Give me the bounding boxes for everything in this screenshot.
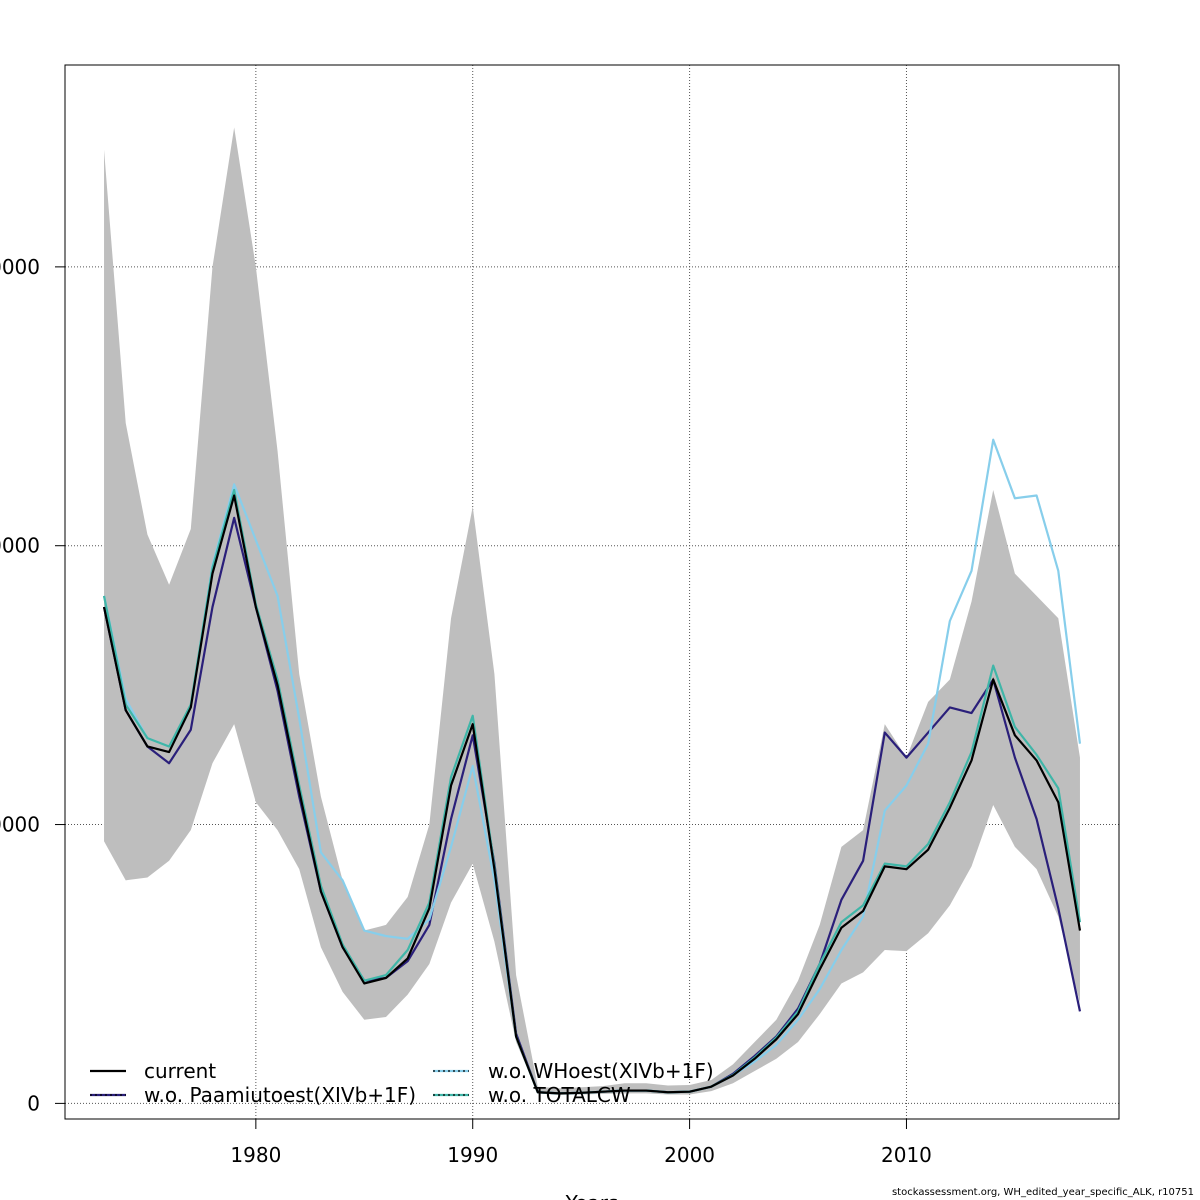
legend-label: w.o. Paamiutoest(XIVb+1F): [144, 1083, 416, 1107]
x-axis-title: Years: [565, 1191, 619, 1200]
x-tick-label: 1990: [447, 1143, 498, 1167]
x-tick-label: 2010: [881, 1143, 932, 1167]
y-tick-label: 50000: [0, 813, 40, 837]
series-dashed-overlay: [103, 495, 1081, 1095]
x-axis-ticks: 1980 1990 2000 2010: [230, 1119, 932, 1167]
legend-label: current: [144, 1059, 216, 1083]
series-lines: [102, 438, 1082, 1095]
legend-label: w.o. WHoest(XIVb+1F): [488, 1059, 714, 1083]
confidence-band-area: [104, 127, 1080, 1096]
confidence-band: [104, 127, 1080, 1096]
x-tick-label: 2000: [664, 1143, 715, 1167]
y-tick-label: 0: [27, 1091, 40, 1115]
y-tick-label: 150000: [0, 255, 40, 279]
footer-credit: stockassessment.org, WH_edited_year_spec…: [891, 1187, 1194, 1198]
legend-label: w.o. TOTALCW: [488, 1083, 631, 1107]
x-tick-label: 1980: [230, 1143, 281, 1167]
plot-frame: [64, 64, 1120, 1120]
